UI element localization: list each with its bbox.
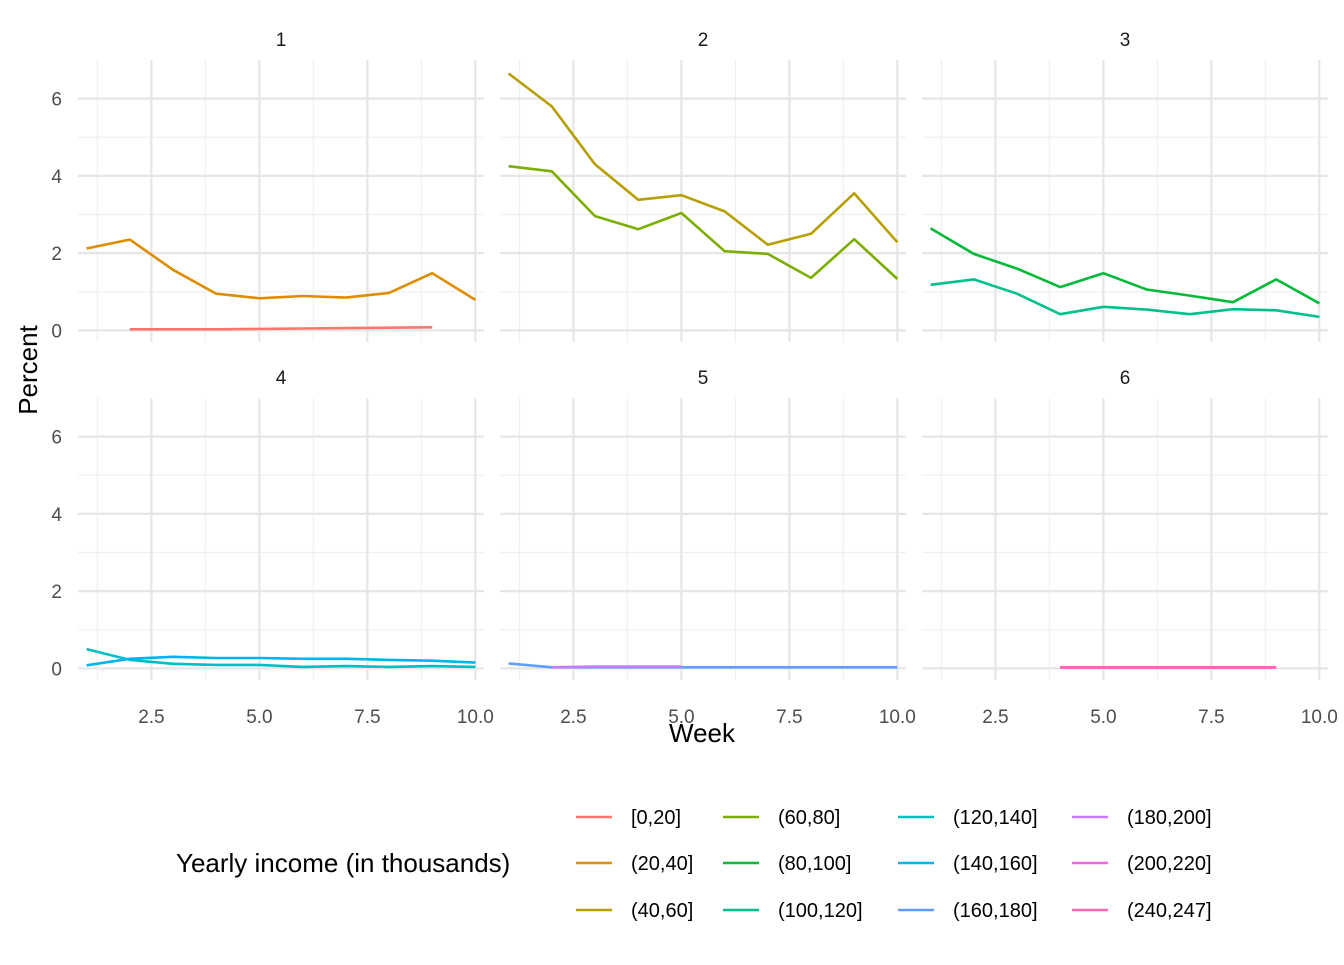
series-line [551, 665, 682, 669]
y-tick-label: 4 [51, 505, 62, 526]
y-tick-label: 0 [51, 659, 62, 680]
facet-strip-label: 4 [276, 368, 287, 389]
legend-label: (180,200] [1127, 807, 1212, 829]
y-tick-label: 6 [51, 90, 62, 111]
series-line [129, 326, 433, 331]
facet-strip-label: 1 [276, 30, 287, 51]
x-tick-label: 7.5 [1198, 707, 1224, 728]
legend-label: (60,80] [778, 807, 840, 829]
legend-label: (20,40] [631, 853, 693, 875]
legend-label: (120,140] [953, 807, 1038, 829]
y-axis-title: Percent [13, 324, 43, 414]
series-line [86, 238, 477, 302]
legend-label: (160,180] [953, 900, 1038, 922]
facet-strip-label: 3 [1120, 30, 1131, 51]
x-tick-label: 2.5 [138, 707, 164, 728]
legend-label: (80,100] [778, 853, 851, 875]
x-tick-label: 10.0 [457, 707, 494, 728]
legend-label: (240,247] [1127, 900, 1212, 922]
series-line [508, 164, 899, 280]
facet-strip-label: 2 [698, 30, 709, 51]
y-tick-label: 2 [51, 582, 62, 603]
x-axis-title: Week [669, 718, 736, 748]
x-tick-label: 10.0 [1301, 707, 1338, 728]
legend-label: (200,220] [1127, 853, 1212, 875]
series-line [507, 72, 899, 246]
y-tick-label: 6 [51, 428, 62, 449]
x-tick-label: 10.0 [879, 707, 916, 728]
legend-label: (40,60] [631, 900, 693, 922]
series-line [86, 655, 476, 667]
x-tick-label: 7.5 [354, 707, 380, 728]
series-line [929, 227, 1321, 305]
facet-strip-label: 6 [1120, 368, 1131, 389]
x-tick-label: 5.0 [668, 707, 694, 728]
x-tick-label: 2.5 [982, 707, 1008, 728]
x-tick-label: 2.5 [560, 707, 586, 728]
y-tick-label: 0 [51, 321, 62, 342]
legend-label: (100,120] [778, 900, 863, 922]
y-tick-label: 2 [51, 244, 62, 265]
x-tick-label: 5.0 [1090, 707, 1116, 728]
legend-label: (140,160] [953, 853, 1038, 875]
x-tick-label: 7.5 [776, 707, 802, 728]
legend-label: [0,20] [631, 807, 681, 829]
facet-strip-label: 5 [698, 368, 709, 389]
x-tick-label: 5.0 [246, 707, 272, 728]
series-line [930, 278, 1320, 319]
y-tick-label: 4 [51, 167, 62, 188]
legend-title: Yearly income (in thousands) [176, 848, 510, 878]
series-line [86, 647, 476, 669]
